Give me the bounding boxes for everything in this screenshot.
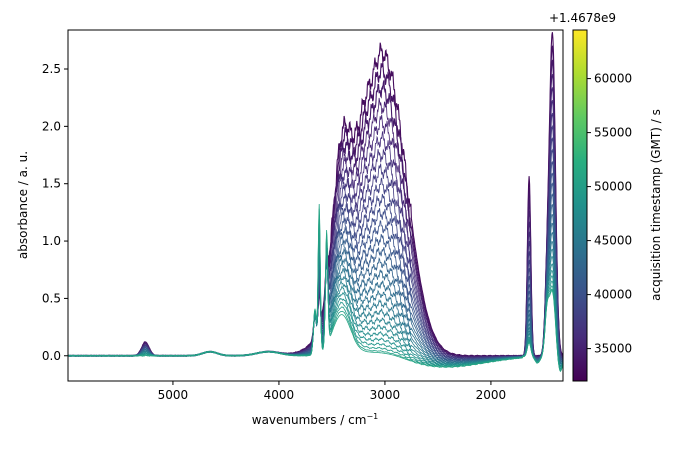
colorbar-tick-label: 40000: [594, 288, 632, 302]
x-tick-label: 3000: [370, 388, 401, 402]
y-axis-label: absorbance / a. u.: [16, 151, 30, 259]
colorbar-tick-label: 35000: [594, 342, 632, 356]
plot-area: [68, 30, 563, 381]
y-axis: 0.0 0.5 1.0 1.5 2.0 2.5: [42, 62, 68, 363]
x-axis: 5000 4000 3000 2000: [158, 381, 507, 402]
colorbar-tick-label: 55000: [594, 126, 632, 140]
colorbar-frame: [572, 29, 588, 382]
y-tick-label: 2.5: [42, 62, 61, 76]
y-tick-label: 2.0: [42, 119, 61, 133]
colorbar-label: acquisition timestamp (GMT) / s: [649, 109, 663, 301]
y-tick-label: 1.5: [42, 177, 61, 191]
x-axis-label: wavenumbers / cm−1: [252, 412, 379, 427]
x-tick-label: 2000: [476, 388, 507, 402]
colorbar-tick-label: 45000: [594, 234, 632, 248]
x-tick-label: 5000: [158, 388, 189, 402]
y-tick-label: 0.0: [42, 349, 61, 363]
x-tick-label: 4000: [264, 388, 295, 402]
y-tick-label: 1.0: [42, 234, 61, 248]
y-tick-label: 0.5: [42, 291, 61, 305]
series-layer: [68, 32, 563, 373]
colorbar-tick-label: 50000: [594, 180, 632, 194]
spectrum-series-28: [68, 203, 563, 373]
colorbar-axis: 35000 40000 45000 50000 55000 60000: [587, 72, 632, 356]
colorbar-tick-label: 60000: [594, 72, 632, 86]
plot-frame: [67, 29, 564, 382]
colorbar-offset-label: +1.4678e9: [549, 11, 616, 25]
colorbar: [573, 30, 587, 381]
